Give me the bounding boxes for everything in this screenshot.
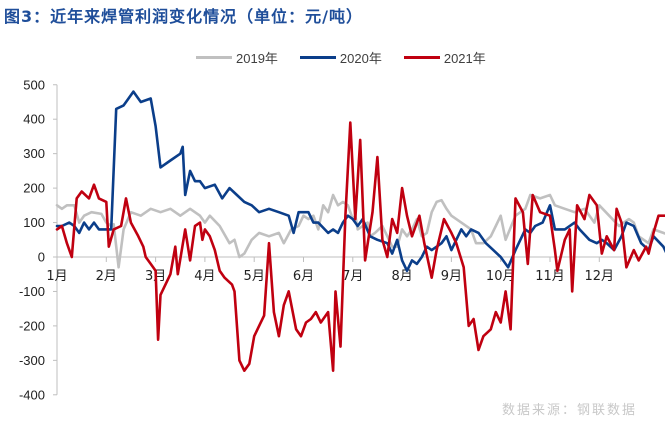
y-tick-label: 300 [23, 146, 45, 161]
x-tick-label: 8月 [391, 269, 412, 284]
y-tick-label: 400 [23, 112, 45, 127]
x-tick-label: 10月 [486, 269, 516, 284]
x-tick-label: 9月 [441, 269, 462, 284]
x-tick-label: 6月 [293, 269, 314, 284]
legend-label-2021: 2021年 [443, 51, 486, 66]
x-tick-label: 12月 [585, 269, 615, 284]
y-tick-label: 0 [38, 250, 45, 265]
legend-swatch-2021 [403, 56, 440, 59]
legend-swatch-2019 [196, 56, 232, 59]
x-tick-label: 7月 [342, 269, 363, 284]
legend: 2019年 2020年 2021年 [196, 48, 486, 67]
y-tick-label: 500 [23, 77, 45, 92]
y-tick-label: 100 [23, 215, 45, 230]
y-tick-label: 200 [23, 181, 45, 196]
x-tick-label: 1月 [46, 269, 67, 284]
chart-title: 图3：近年来焊管利润变化情况（单位：元/吨） [4, 7, 363, 26]
legend-label-2019: 2019年 [236, 51, 278, 66]
series-line-2021 [55, 121, 665, 372]
x-tick-label: 4月 [194, 269, 215, 284]
legend-item-2020: 2020年 [299, 48, 382, 67]
x-tick-label: 5月 [244, 269, 265, 284]
legend-item-2021: 2021年 [403, 48, 486, 67]
data-source-note: 数据来源：钢联数据 [501, 403, 637, 418]
legend-item-2019: 2019年 [196, 48, 278, 67]
y-tick-label: -300 [19, 353, 45, 368]
legend-label-2020: 2020年 [339, 51, 382, 66]
legend-swatch-2020 [299, 56, 336, 59]
series-line-2020 [55, 90, 665, 273]
y-tick-label: -200 [19, 318, 45, 333]
series-lines [55, 90, 665, 372]
y-tick-label: -400 [19, 387, 45, 402]
x-tick-label: 2月 [96, 269, 117, 284]
y-tick-label: -100 [19, 284, 45, 299]
x-tick-label: 11月 [535, 269, 565, 284]
